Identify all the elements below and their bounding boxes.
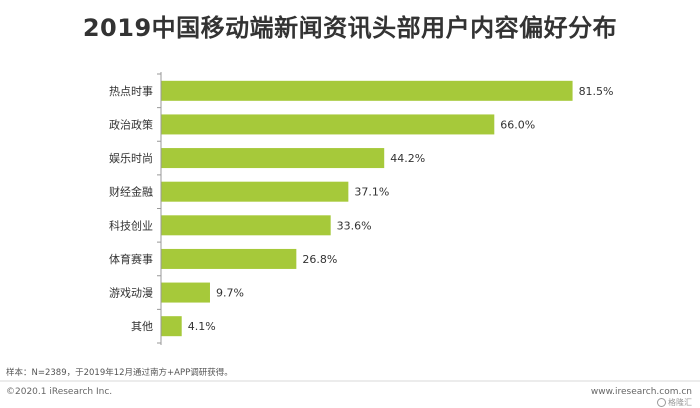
category-label: 热点时事 <box>109 85 153 98</box>
value-label: 37.1% <box>354 186 389 199</box>
watermark-icon <box>657 398 666 407</box>
category-label: 体育赛事 <box>109 252 153 266</box>
bar <box>161 282 210 303</box>
category-label: 娱乐时尚 <box>109 151 153 165</box>
bar <box>161 215 331 236</box>
chart-title: 2019中国移动端新闻资讯头部用户内容偏好分布 <box>82 14 618 42</box>
category-label: 游戏动漫 <box>109 286 153 300</box>
copyright-text: ©2020.1 iResearch Inc. <box>6 387 113 397</box>
bar <box>161 148 385 169</box>
value-label: 81.5% <box>579 85 614 98</box>
category-label: 其他 <box>131 320 153 333</box>
bar <box>161 114 495 135</box>
value-label: 9.7% <box>216 287 244 300</box>
watermark: 格隆汇 <box>657 397 692 408</box>
watermark-text: 格隆汇 <box>668 398 692 407</box>
value-label: 66.0% <box>500 118 535 131</box>
value-label: 33.6% <box>337 219 372 232</box>
bar <box>161 181 349 202</box>
value-label: 4.1% <box>188 320 216 333</box>
category-label: 财经金融 <box>109 185 153 199</box>
sample-note: 样本：N=2389，于2019年12月通过南方+APP调研获得。 <box>6 368 233 378</box>
category-label: 科技创业 <box>109 218 153 232</box>
value-label: 26.8% <box>302 253 337 266</box>
bar <box>161 80 573 101</box>
value-label: 44.2% <box>390 152 425 165</box>
website-text: www.iresearch.com.cn <box>590 387 692 397</box>
bar <box>161 316 182 337</box>
bar <box>161 248 297 269</box>
category-label: 政治政策 <box>109 117 153 131</box>
